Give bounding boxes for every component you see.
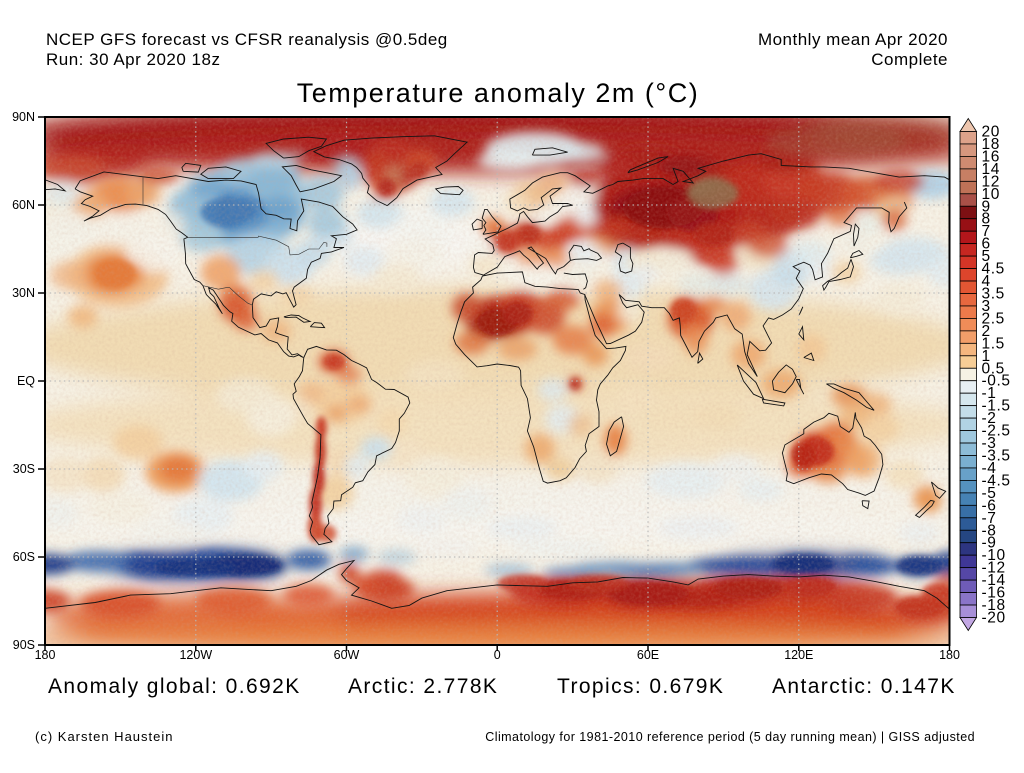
svg-text:4: 4 [982, 273, 991, 290]
svg-text:-1: -1 [982, 385, 997, 402]
svg-text:-2: -2 [982, 410, 997, 427]
svg-text:4.5: 4.5 [982, 261, 1005, 278]
svg-text:Tropics: 0.679K: Tropics: 0.679K [557, 675, 724, 698]
svg-text:-0.5: -0.5 [982, 373, 1011, 390]
svg-text:-8: -8 [982, 522, 997, 539]
svg-text:-5: -5 [982, 485, 997, 502]
svg-text:0: 0 [494, 648, 501, 662]
svg-text:16: 16 [982, 148, 1000, 165]
svg-text:60E: 60E [637, 648, 659, 662]
svg-text:EQ: EQ [17, 374, 35, 388]
svg-text:-20: -20 [982, 610, 1006, 627]
svg-text:5: 5 [982, 248, 991, 265]
svg-text:Arctic: 2.778K: Arctic: 2.778K [348, 675, 498, 698]
svg-text:Anomaly global: 0.692K: Anomaly global: 0.692K [48, 675, 301, 698]
svg-text:-1.5: -1.5 [982, 398, 1011, 415]
svg-text:-16: -16 [982, 585, 1006, 602]
svg-text:30N: 30N [12, 286, 35, 300]
svg-text:Complete: Complete [871, 50, 948, 69]
svg-text:180: 180 [939, 648, 960, 662]
svg-text:6: 6 [982, 236, 991, 253]
svg-text:-10: -10 [982, 547, 1006, 564]
svg-text:10: 10 [982, 186, 1000, 203]
svg-text:2.5: 2.5 [982, 310, 1005, 327]
svg-text:-2.5: -2.5 [982, 423, 1011, 440]
svg-text:-14: -14 [982, 572, 1006, 589]
svg-text:90N: 90N [12, 110, 35, 124]
svg-text:-18: -18 [982, 597, 1006, 614]
svg-text:7: 7 [982, 223, 991, 240]
svg-text:Monthly mean Apr 2020: Monthly mean Apr 2020 [758, 30, 948, 49]
svg-text:60S: 60S [13, 550, 35, 564]
svg-text:8: 8 [982, 211, 991, 228]
svg-text:9: 9 [982, 198, 991, 215]
svg-text:120W: 120W [179, 648, 212, 662]
svg-text:14: 14 [982, 161, 1000, 178]
svg-text:-7: -7 [982, 510, 997, 527]
svg-text:60N: 60N [12, 198, 35, 212]
svg-text:-12: -12 [982, 560, 1006, 577]
svg-text:12: 12 [982, 173, 1000, 190]
svg-text:60W: 60W [334, 648, 360, 662]
svg-text:90S: 90S [13, 638, 35, 652]
svg-text:30S: 30S [13, 462, 35, 476]
svg-text:3: 3 [982, 298, 991, 315]
svg-text:1: 1 [982, 348, 991, 365]
svg-text:-3: -3 [982, 435, 997, 452]
svg-text:Climatology for 1981-2010 refe: Climatology for 1981-2010 reference peri… [485, 730, 975, 744]
svg-text:-9: -9 [982, 535, 997, 552]
svg-text:180: 180 [35, 648, 56, 662]
svg-text:-6: -6 [982, 497, 997, 514]
svg-text:-4.5: -4.5 [982, 472, 1011, 489]
svg-text:3.5: 3.5 [982, 286, 1005, 303]
svg-text:18: 18 [982, 136, 1000, 153]
svg-text:1.5: 1.5 [982, 335, 1005, 352]
svg-text:120E: 120E [784, 648, 813, 662]
svg-text:0.5: 0.5 [982, 360, 1005, 377]
svg-text:20: 20 [982, 124, 1000, 141]
svg-text:Antarctic: 0.147K: Antarctic: 0.147K [772, 675, 956, 698]
svg-text:-4: -4 [982, 460, 997, 477]
svg-text:-3.5: -3.5 [982, 448, 1011, 465]
svg-text:NCEP GFS forecast vs CFSR rean: NCEP GFS forecast vs CFSR reanalysis @0.… [46, 30, 448, 49]
svg-text:2: 2 [982, 323, 991, 340]
svg-text:Temperature anomaly 2m (°C): Temperature anomaly 2m (°C) [297, 78, 699, 108]
svg-text:(c) Karsten Haustein: (c) Karsten Haustein [35, 729, 174, 744]
svg-text:Run: 30 Apr 2020 18z: Run: 30 Apr 2020 18z [46, 50, 220, 69]
